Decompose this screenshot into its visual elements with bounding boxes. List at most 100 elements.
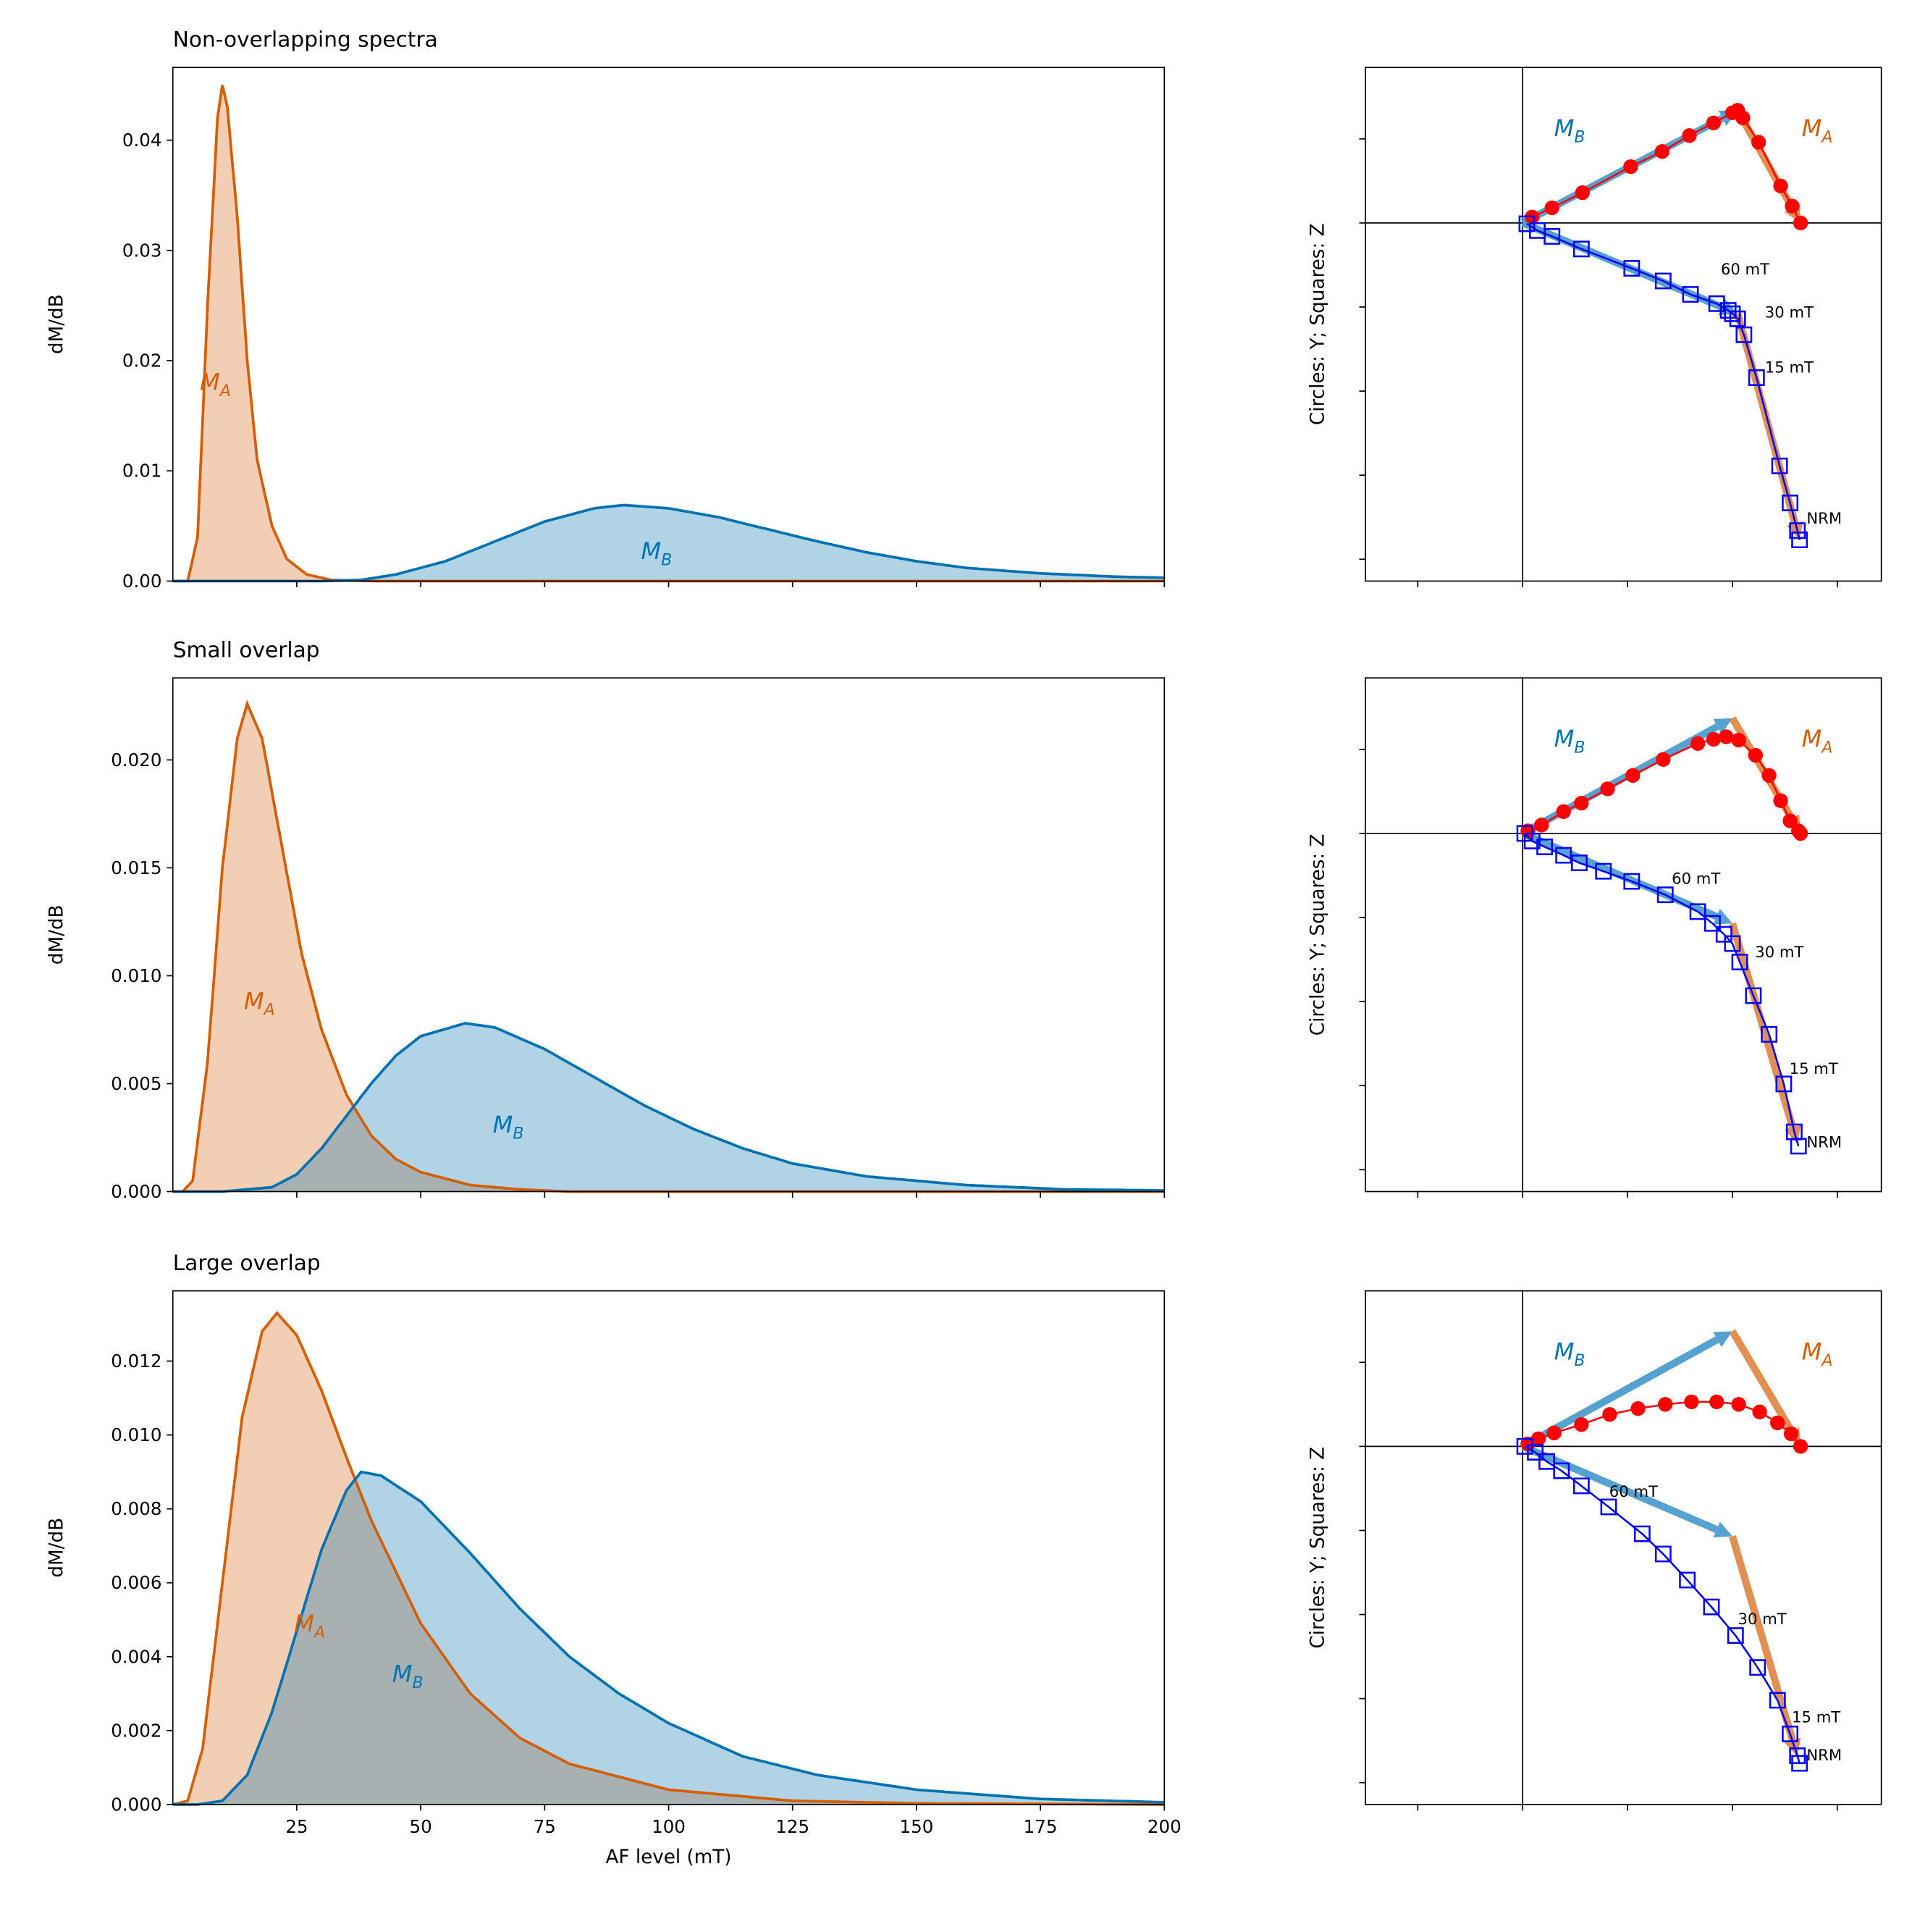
z-square-point — [1656, 886, 1674, 904]
arrow-ma-z-shaft — [1729, 922, 1796, 1129]
y-circle-point — [1770, 1415, 1785, 1431]
z-square-point — [1771, 457, 1788, 474]
y-circle-point — [1602, 1407, 1617, 1422]
y-tick-label: 0.010 — [111, 965, 161, 986]
z-square-point — [1789, 522, 1806, 539]
series-label-mb: MB — [493, 1111, 524, 1143]
field-annotation: 30 mT — [1765, 303, 1814, 321]
field-annotation: 30 mT — [1738, 1610, 1787, 1628]
y-circle-point — [1735, 110, 1751, 125]
y-tick-label: 0.03 — [122, 240, 162, 261]
z-square-point — [1523, 832, 1541, 849]
z-square-point — [1516, 1437, 1533, 1455]
y-circle-point — [1731, 732, 1746, 748]
y-circle-point — [1751, 135, 1766, 150]
y-circle-point — [1656, 752, 1671, 767]
arrow-mb-z-shaft — [1521, 830, 1719, 920]
y-circle-point — [1684, 1394, 1699, 1410]
label-main: M — [1802, 114, 1822, 142]
y-circle-point — [1534, 818, 1549, 833]
y-tick-label: 0.006 — [111, 1572, 161, 1593]
z-square-point — [1679, 1571, 1696, 1589]
label-main: M — [493, 1111, 513, 1138]
y-tick-label: 0.008 — [111, 1498, 161, 1519]
z-square-point — [1623, 873, 1641, 890]
y-tick-label: 0.010 — [111, 1424, 161, 1445]
label-sub: B — [1574, 1352, 1585, 1370]
field-annotation: 15 mT — [1790, 1059, 1838, 1078]
y-tick-label: 0.012 — [111, 1351, 161, 1372]
ma-fill-area — [172, 85, 1165, 581]
y-circle-point — [1782, 813, 1798, 828]
y-circle-point — [1630, 1400, 1646, 1416]
component-label-ma: MA — [1802, 114, 1833, 146]
z-square-point — [1536, 839, 1554, 855]
z-square-point — [1791, 1755, 1808, 1772]
z-square-point — [1745, 987, 1762, 1004]
field-annotation: 60 mT — [1672, 870, 1720, 888]
ma-curve — [172, 1311, 1165, 1806]
y-circle-point — [1625, 768, 1641, 783]
y-circle-point — [1719, 729, 1734, 744]
y-tick-label: 0.005 — [111, 1073, 161, 1094]
series-label-ma: MA — [244, 987, 275, 1019]
arrow-mb-y-head — [1713, 718, 1732, 734]
y-circle-point — [1654, 144, 1670, 159]
x-tick-label: 150 — [899, 1816, 933, 1837]
label-sub: B — [1574, 739, 1585, 757]
label-sub: A — [1820, 128, 1832, 146]
plot-frame — [172, 1290, 1166, 1805]
z-square-point — [1791, 532, 1808, 548]
label-main: M — [392, 1660, 413, 1688]
x-tick-label: 175 — [1024, 1816, 1058, 1837]
component-label-mb: MB — [1554, 114, 1585, 146]
y-circle-point — [1783, 1426, 1799, 1442]
mb-curve — [172, 1022, 1165, 1193]
y-circle-point — [1785, 198, 1800, 214]
z-square-point — [1623, 260, 1641, 277]
y-tick-label: 0.002 — [111, 1720, 161, 1741]
y-circle-point — [1658, 1397, 1673, 1412]
series-label-mb: MB — [641, 537, 672, 569]
y-tick-label: 0.01 — [122, 461, 162, 482]
label-sub: B — [513, 1125, 523, 1143]
plot-frame — [172, 67, 1166, 582]
y-circle-point — [1793, 826, 1808, 841]
z-square-point — [1555, 847, 1572, 864]
y-tick-label: 0.015 — [111, 857, 161, 878]
y-circle-point — [1556, 804, 1571, 819]
z-square-point — [1595, 862, 1612, 880]
label-sub: B — [413, 1674, 424, 1692]
y-circle-point — [1546, 1425, 1562, 1440]
y-tick-label: 0.04 — [122, 130, 162, 151]
zijderveld-panel-3: Circles: Y; Squares: Z 60 mT 30 mT 15 mT NRM… — [1307, 1290, 1882, 1811]
squares-line — [1526, 222, 1801, 540]
arrow-ma-y-shaft — [1729, 1329, 1795, 1434]
field-annotation: NRM — [1806, 1746, 1842, 1764]
label-sub: A — [263, 1001, 275, 1020]
z-square-point — [1775, 1075, 1793, 1093]
y-axis-label: Circles: Y; Squares: Z — [1307, 833, 1328, 1036]
z-square-point — [1703, 915, 1721, 932]
x-axis-label: AF level (mT) — [605, 1847, 731, 1868]
label-main: M — [1554, 114, 1575, 142]
arrow-mb-y — [1520, 718, 1732, 837]
y-tick-label: 0.020 — [111, 749, 161, 770]
y-circle-point — [1623, 159, 1638, 175]
panel-title: Small overlap — [173, 637, 320, 662]
arrow-mb-y-head — [1713, 1331, 1732, 1348]
y-circle-point — [1682, 127, 1697, 143]
z-square-point — [1790, 1138, 1807, 1155]
ma-curve — [172, 85, 1165, 583]
mb-curve — [172, 1470, 1165, 1806]
component-label-mb: MB — [1554, 725, 1585, 757]
plot-frame — [1365, 67, 1882, 582]
label-main: M — [200, 368, 220, 395]
y-circle-point — [1574, 1417, 1589, 1432]
z-square-point — [1654, 1545, 1672, 1563]
z-square-point — [1572, 1477, 1590, 1495]
y-circle-point — [1761, 768, 1777, 783]
y-circle-point — [1575, 185, 1590, 201]
label-main: M — [1554, 1337, 1575, 1365]
series-label-mb: MB — [392, 1660, 424, 1692]
